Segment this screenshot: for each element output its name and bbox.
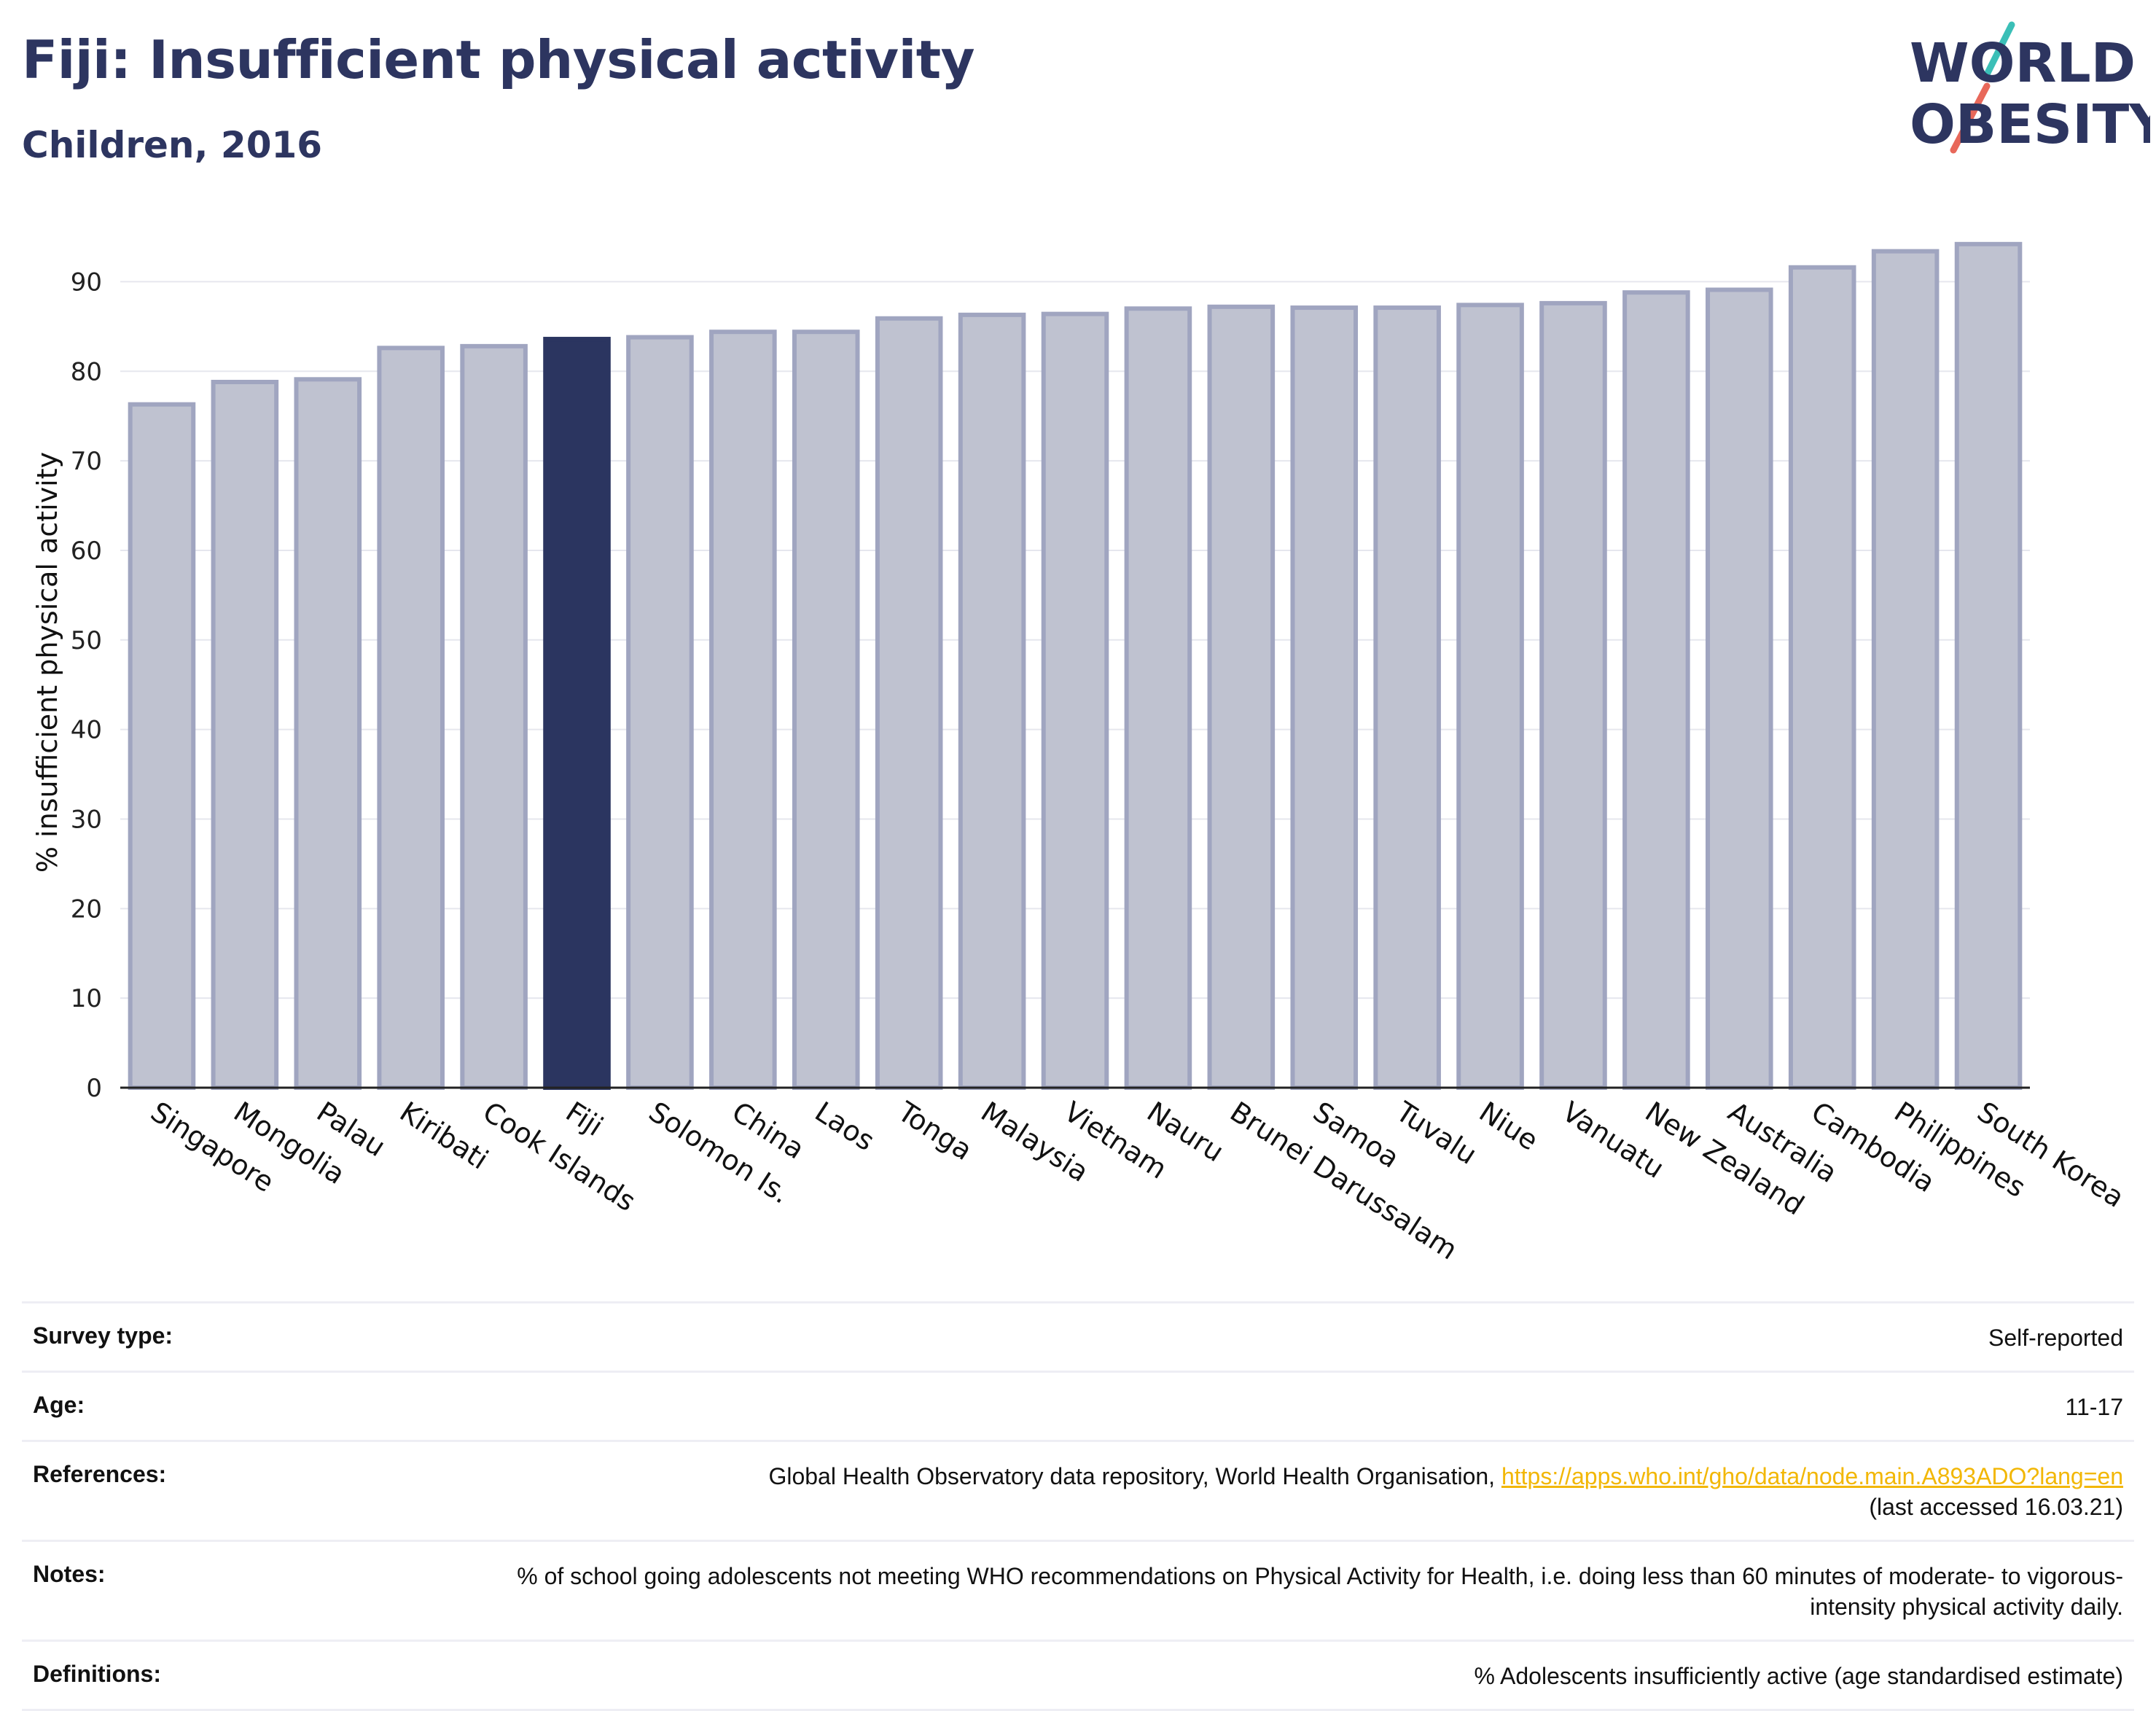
bar-kiribati: [377, 346, 445, 1090]
x-tick-label: Niue: [1474, 1096, 1544, 1157]
x-tick-label: Kiribati: [394, 1096, 494, 1176]
bar-palau: [294, 377, 362, 1090]
x-tick-label: Cook Islands: [477, 1096, 641, 1218]
bar-samoa: [1290, 305, 1359, 1090]
bar-solomon-is: [626, 335, 694, 1091]
bar-south-korea: [1954, 241, 2023, 1090]
y-tick-label: 70: [71, 447, 102, 476]
x-tick-label: Solomon Is.: [644, 1096, 796, 1210]
y-axis-label: % insufficient physical activity: [31, 452, 63, 873]
info-label: References:: [33, 1461, 167, 1487]
bar-vanuatu: [1539, 300, 1607, 1090]
info-label: Notes:: [33, 1561, 106, 1587]
logo-coral-slash: [1950, 82, 1991, 154]
info-label: Definitions:: [33, 1661, 161, 1687]
bar-nauru: [1124, 306, 1192, 1090]
x-tick-label: Laos: [809, 1096, 880, 1158]
reference-link[interactable]: https://apps.who.int/gho/data/node.main.…: [1501, 1463, 2123, 1489]
info-row-definitions: Definitions: % Adolescents insufficientl…: [22, 1642, 2134, 1711]
y-tick-label: 20: [71, 895, 102, 924]
bar-tuvalu: [1373, 305, 1441, 1090]
info-value: % of school going adolescents not meetin…: [517, 1563, 2123, 1620]
logo-text-world: WORLD: [1910, 32, 2136, 95]
bar-australia: [1706, 287, 1773, 1091]
y-tick-label: 80: [71, 357, 102, 386]
x-tick-label: Tonga: [891, 1095, 977, 1166]
bar-malaysia: [958, 312, 1026, 1090]
y-tick-label: 40: [71, 716, 102, 745]
info-label: Age:: [33, 1392, 85, 1418]
info-row-notes: Notes: % of school going adolescents not…: [22, 1542, 2134, 1642]
bar-laos: [792, 330, 860, 1090]
bar-tonga: [875, 316, 943, 1091]
y-tick-label: 50: [71, 626, 102, 655]
bar-fiji: [543, 337, 611, 1090]
bar-brunei-darussalam: [1207, 304, 1276, 1090]
logo-teal-slash: [1983, 21, 2015, 78]
bar-niue: [1456, 303, 1524, 1090]
info-row-references: References: Global Health Observatory da…: [22, 1442, 2134, 1542]
reference-accessed: (last accessed 16.03.21): [1869, 1494, 2123, 1520]
bar-chart: 0102030405060708090SingaporeMongoliaPala…: [31, 241, 2130, 1266]
y-tick-label: 10: [71, 984, 102, 1013]
bar-vietnam: [1041, 311, 1109, 1091]
info-value-references: Global Health Observatory data repositor…: [768, 1461, 2123, 1522]
info-row-age: Age: 11-17: [22, 1373, 2134, 1442]
y-tick-label: 30: [71, 805, 102, 834]
bar-mongolia: [211, 380, 279, 1090]
bar-singapore: [128, 402, 196, 1090]
bar-cambodia: [1788, 265, 1856, 1090]
bar-new-zealand: [1622, 290, 1690, 1090]
x-tick-label: Tuvalu: [1390, 1095, 1483, 1171]
x-tick-label: Fiji: [561, 1096, 609, 1143]
chart-title: Fiji: Insufficient physical activity: [22, 29, 975, 90]
y-tick-label: 90: [71, 268, 102, 297]
info-table: Survey type: Self-reported Age: 11-17 Re…: [22, 1301, 2134, 1711]
chart-subtitle: Children, 2016: [22, 124, 323, 166]
y-tick-label: 0: [86, 1074, 102, 1103]
info-value: Self-reported: [1988, 1325, 2123, 1351]
info-value: % Adolescents insufficiently active (age…: [1474, 1663, 2123, 1689]
bar-philippines: [1871, 249, 1940, 1090]
reference-text: Global Health Observatory data repositor…: [768, 1463, 1501, 1489]
info-row-survey-type: Survey type: Self-reported: [22, 1303, 2134, 1373]
bar-china: [709, 330, 777, 1090]
info-value: 11-17: [2065, 1394, 2123, 1420]
y-tick-label: 60: [71, 537, 102, 566]
info-label: Survey type:: [33, 1322, 173, 1349]
bar-cook-islands: [460, 343, 528, 1090]
logo-text-obesity: OBESITY: [1910, 93, 2150, 156]
